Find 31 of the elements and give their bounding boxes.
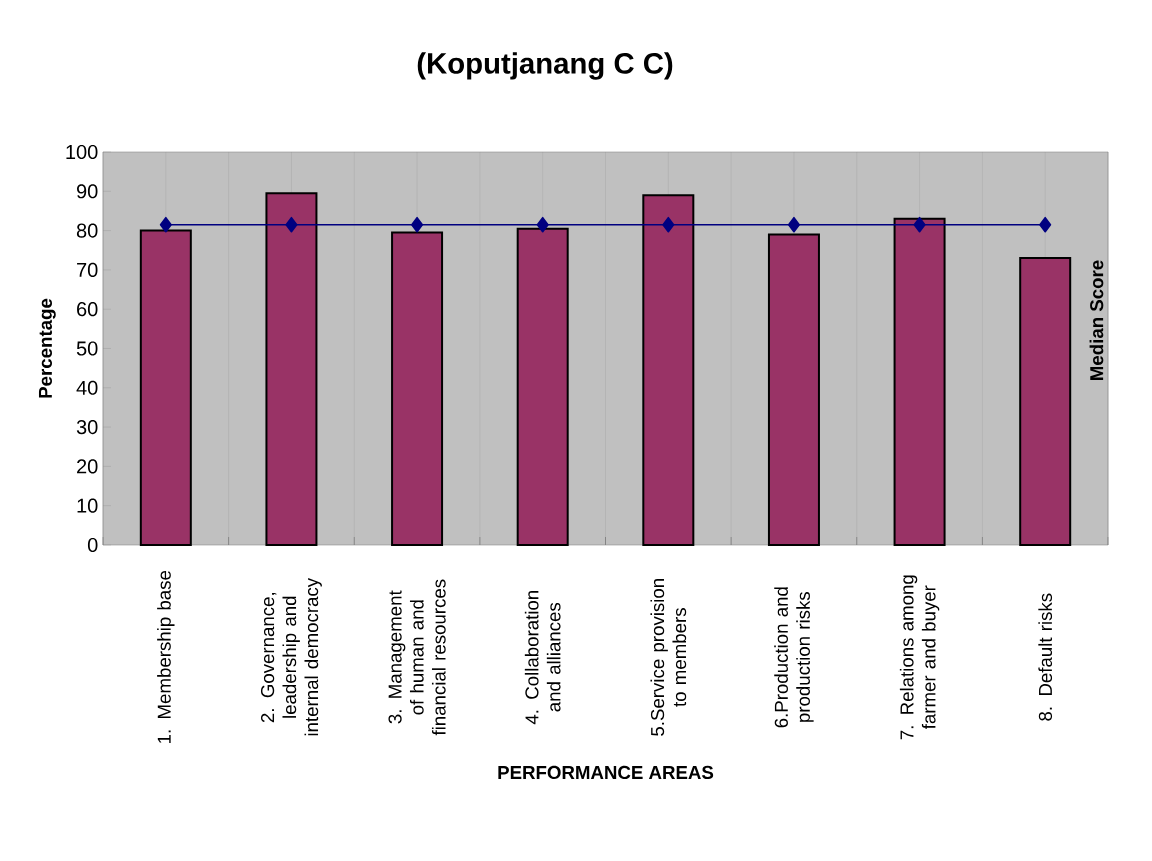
x-tick-label: 7. Relations among farmer and buyer xyxy=(899,575,940,740)
y-tick-label: 90 xyxy=(76,184,98,199)
y-tick-label: 50 xyxy=(76,341,98,356)
bar xyxy=(265,192,318,546)
y-tick-label: 80 xyxy=(76,223,98,238)
x-tick-label: 4. Collaboration and alliances xyxy=(524,590,561,725)
y2-axis-title: Median Score xyxy=(1089,260,1104,380)
x-tick-label: 2. Governance, leadership and internal democracy xyxy=(260,577,322,736)
bar xyxy=(767,233,820,546)
x-tick-label: 3. Management of human and financial resources xyxy=(388,579,446,736)
y-tick-label: 70 xyxy=(77,262,98,277)
bar xyxy=(516,227,569,546)
y-tick-label: 30 xyxy=(76,420,98,435)
chart-title: (Koputjanang C C) xyxy=(417,52,673,80)
bar xyxy=(893,217,946,546)
bar xyxy=(139,229,192,546)
bar xyxy=(1019,257,1072,546)
y-tick-label: 10 xyxy=(77,498,98,513)
y-tick-label: 40 xyxy=(76,380,98,395)
x-tick-label: 6.Production and production risks xyxy=(774,587,814,728)
bar xyxy=(642,194,695,546)
y-tick-label: 60 xyxy=(77,302,98,317)
y-axis-title: Percentage xyxy=(38,298,56,398)
x-tick-label: 5.Service provision to members xyxy=(650,579,687,736)
x-tick-label: 8. Default risks xyxy=(1038,593,1053,721)
bar xyxy=(391,231,444,546)
x-axis-title: PERFORMANCE AREAS xyxy=(498,765,714,780)
x-tick-label: 1. Membership base xyxy=(157,570,175,743)
y-tick-label: 20 xyxy=(77,459,98,474)
y-tick-label: 100 xyxy=(66,144,98,160)
y-tick-label: 0 xyxy=(87,537,98,553)
